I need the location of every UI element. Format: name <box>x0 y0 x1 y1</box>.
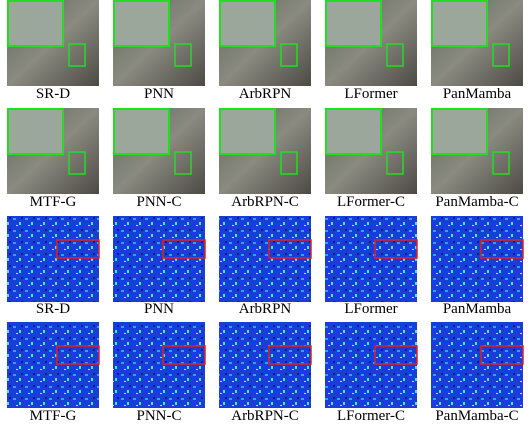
caption: SR-D <box>36 301 70 317</box>
caption: MTF-G <box>30 194 77 210</box>
zoom-inset <box>8 109 63 154</box>
caption: LFormer <box>344 86 397 102</box>
zoom-inset <box>114 109 169 154</box>
panel-image <box>325 322 417 408</box>
caption: PanMamba-C <box>435 408 518 424</box>
panel-image <box>219 322 311 408</box>
panel-image <box>7 216 99 302</box>
zoom-inset <box>432 1 487 46</box>
caption: ArbRPN-C <box>231 194 299 210</box>
caption: ArbRPN <box>239 301 292 317</box>
zoom-inset <box>326 109 381 154</box>
panel-image <box>431 322 523 408</box>
panel-image <box>219 216 311 302</box>
caption: PanMamba-C <box>435 194 518 210</box>
zoom-inset <box>220 109 275 154</box>
zoom-inset <box>114 1 169 46</box>
caption: PNN <box>144 86 174 102</box>
caption: LFormer <box>344 301 397 317</box>
caption: PNN <box>144 301 174 317</box>
zoom-inset <box>326 1 381 46</box>
zoom-inset <box>8 1 63 46</box>
caption: LFormer-C <box>337 194 405 210</box>
panel-image <box>113 322 205 408</box>
panel-image <box>113 216 205 302</box>
caption: PanMamba <box>443 301 512 317</box>
caption: ArbRPN <box>239 86 292 102</box>
caption: PanMamba <box>443 86 512 102</box>
caption: MTF-G <box>30 408 77 424</box>
zoom-inset <box>220 1 275 46</box>
panel-image <box>325 216 417 302</box>
caption: SR-D <box>36 86 70 102</box>
caption: PNN-C <box>136 194 181 210</box>
panel-image <box>431 216 523 302</box>
figure: SR-D PNN ArbRPN LFormer PanMamba MTF-G PNN-C Ar… <box>0 0 532 432</box>
caption: PNN-C <box>136 408 181 424</box>
caption: ArbRPN-C <box>231 408 299 424</box>
caption: LFormer-C <box>337 408 405 424</box>
panel-image <box>7 322 99 408</box>
zoom-inset <box>432 109 487 154</box>
